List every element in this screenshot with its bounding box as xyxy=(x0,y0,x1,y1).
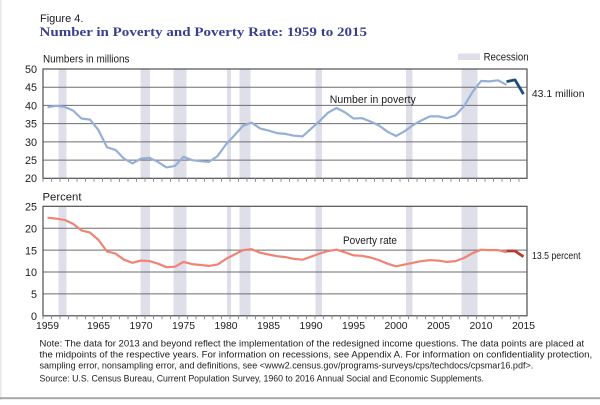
svg-text:the midpoints of the respectiv: the midpoints of the respective years. F… xyxy=(40,349,593,360)
svg-text:10: 10 xyxy=(25,267,37,279)
svg-text:2005: 2005 xyxy=(427,321,450,332)
svg-text:25: 25 xyxy=(25,202,37,214)
svg-text:0: 0 xyxy=(31,311,37,323)
svg-text:Figure 4.: Figure 4. xyxy=(40,13,84,25)
svg-text:50: 50 xyxy=(25,64,37,76)
svg-text:1980: 1980 xyxy=(214,321,237,332)
svg-text:40: 40 xyxy=(25,100,37,112)
svg-text:Number in poverty: Number in poverty xyxy=(330,94,416,106)
svg-text:1970: 1970 xyxy=(129,321,152,332)
svg-text:15: 15 xyxy=(25,245,37,257)
svg-text:45: 45 xyxy=(25,82,37,94)
svg-text:43.1 million: 43.1 million xyxy=(532,89,585,100)
svg-text:5: 5 xyxy=(31,289,37,301)
svg-text:2010: 2010 xyxy=(469,321,492,332)
svg-text:1975: 1975 xyxy=(172,321,195,332)
svg-text:Recession: Recession xyxy=(484,51,529,63)
svg-text:25: 25 xyxy=(25,155,37,167)
svg-text:20: 20 xyxy=(25,173,37,185)
svg-text:Numbers in millions: Numbers in millions xyxy=(43,53,130,65)
svg-text:13.5 percent: 13.5 percent xyxy=(532,251,581,262)
svg-text:1995: 1995 xyxy=(342,321,365,332)
svg-text:2000: 2000 xyxy=(384,321,407,332)
svg-text:1959: 1959 xyxy=(36,321,59,332)
svg-text:sampling error, nonsampling er: sampling error, nonsampling error, and d… xyxy=(40,360,534,370)
svg-text:Source: U.S. Census Bureau, Cu: Source: U.S. Census Bureau, Current Popu… xyxy=(40,373,484,383)
svg-text:Number in Poverty and Poverty: Number in Poverty and Poverty Rate: 1959… xyxy=(40,24,368,39)
svg-text:Note: The data for 2013 and be: Note: The data for 2013 and beyond refle… xyxy=(40,338,585,349)
svg-text:1990: 1990 xyxy=(299,321,322,332)
svg-text:1965: 1965 xyxy=(87,321,110,332)
svg-text:1985: 1985 xyxy=(257,321,280,332)
svg-text:30: 30 xyxy=(25,137,37,149)
svg-text:Poverty rate: Poverty rate xyxy=(343,235,397,247)
svg-text:2015: 2015 xyxy=(512,321,535,332)
svg-text:20: 20 xyxy=(25,223,37,235)
svg-text:Percent: Percent xyxy=(43,192,82,204)
svg-text:35: 35 xyxy=(25,119,37,131)
